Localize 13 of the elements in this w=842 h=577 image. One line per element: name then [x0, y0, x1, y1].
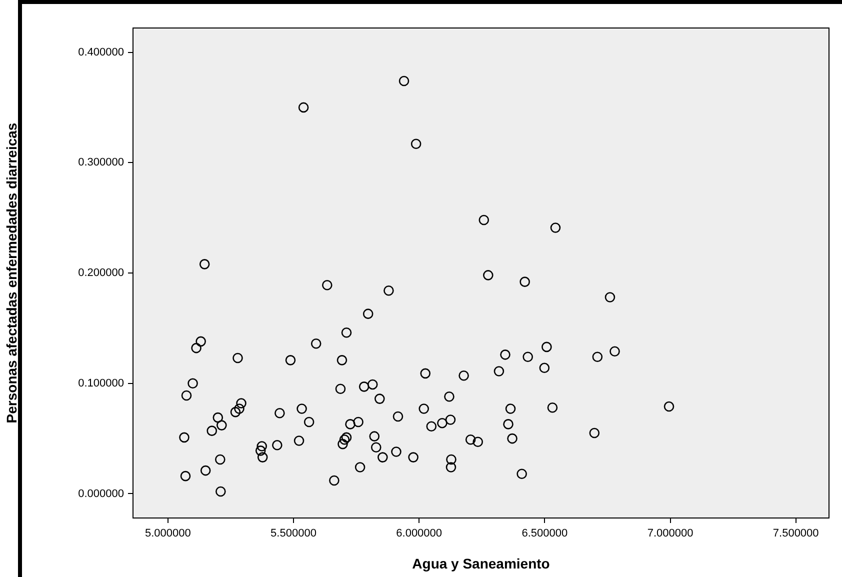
y-tick-label: 0.300000 [78, 156, 124, 169]
y-axis-title: Personas afectadas enfermedades diarreicas [3, 122, 20, 424]
y-tick-label: 0.200000 [78, 267, 124, 280]
x-tick-label: 5.500000 [270, 528, 316, 540]
y-tick-label: 0.400000 [78, 46, 124, 58]
y-tick-label: 0.000000 [78, 488, 124, 500]
x-tick-label: 6.000000 [396, 528, 442, 540]
x-tick-label: 6.500000 [522, 528, 568, 540]
x-axis-title: Agua y Saneamiento [412, 555, 550, 572]
x-tick-label: 7.000000 [647, 528, 694, 540]
x-tick-label: 5.000000 [144, 528, 191, 540]
x-tick-label: 7.500000 [772, 528, 819, 540]
y-tick-label: 0.100000 [78, 377, 124, 390]
